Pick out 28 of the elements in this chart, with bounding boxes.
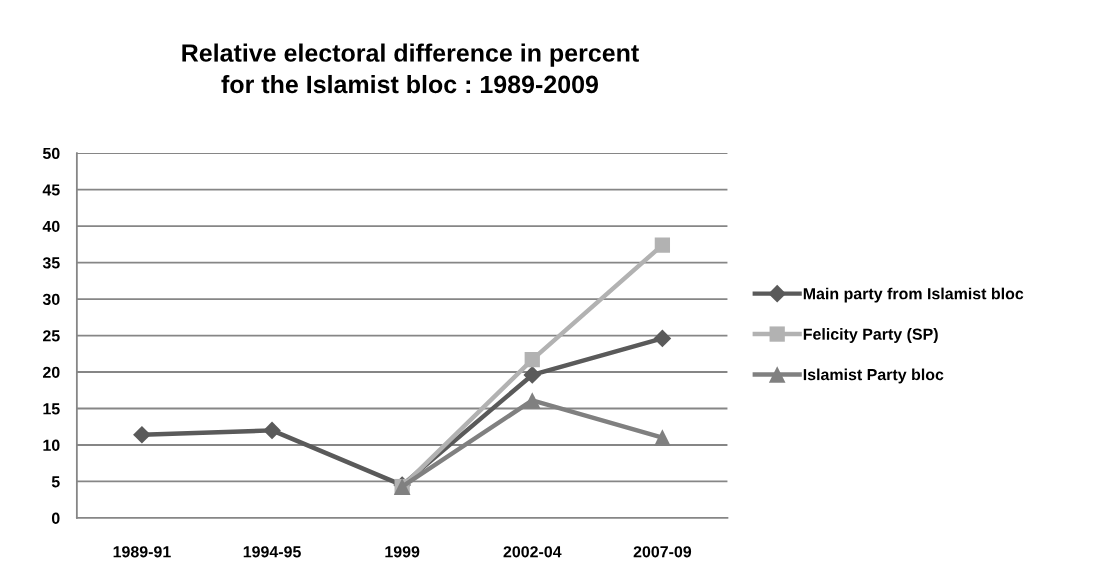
point [263,421,281,440]
point [523,366,542,384]
y-tick-label: 20 [42,366,60,378]
x-tick-label: 2002-04 [503,546,562,558]
y-tick-label: 5 [51,476,60,488]
point [653,329,672,348]
y-tick-label: 30 [42,293,60,306]
legend-label: Islamist Party bloc [803,368,944,384]
point [523,392,541,409]
y-tick-label: 50 [42,147,60,160]
x-tick-label: 2007-09 [633,546,692,558]
point [133,425,151,444]
x-tick-label: 1994-95 [243,546,301,558]
legend-label: Felicity Party (SP) [803,328,938,343]
point [654,429,671,447]
y-tick-label: 40 [42,220,60,233]
y-tick-label: 15 [43,403,60,415]
y-tick-label: 45 [42,184,60,196]
x-tick-label: 1989-91 [113,546,171,558]
y-tick-label: 25 [42,330,60,342]
x-tick-label: 1999 [385,546,420,558]
y-tick-label: 0 [51,512,60,524]
point [654,237,671,253]
y-tick-label: 35 [42,257,60,269]
legend-label: Main party from Islamist bloc [803,287,1024,303]
chart-title: Relative electoral difference in percent for the Islamist bloc : 1989-2009 [182,43,639,94]
y-tick-label: 10 [43,439,60,451]
point [524,351,540,368]
